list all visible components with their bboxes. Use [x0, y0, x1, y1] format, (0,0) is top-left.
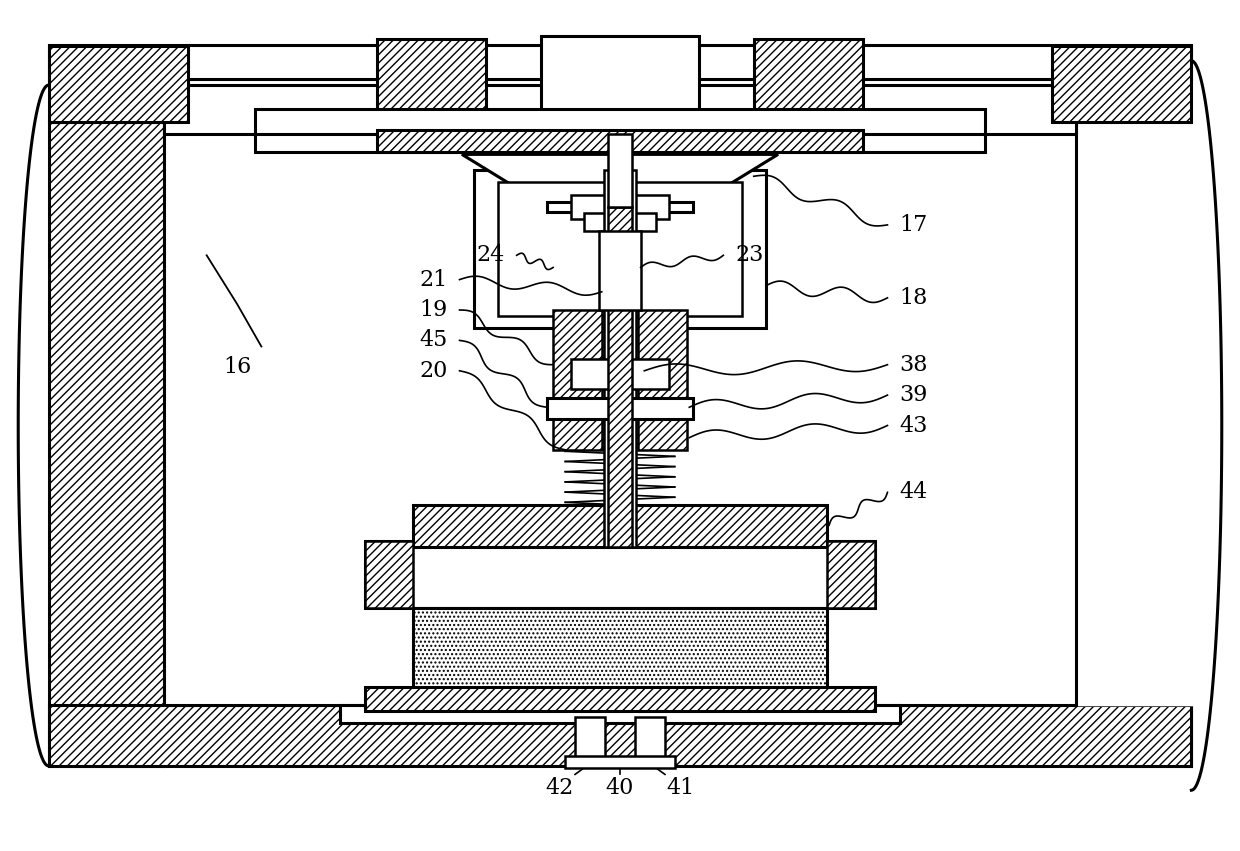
Text: 17: 17	[899, 214, 928, 236]
Text: 43: 43	[899, 414, 928, 437]
Bar	[1076, 122, 1192, 766]
Bar	[608, 207, 632, 547]
Text: 18: 18	[899, 287, 928, 309]
Text: 20: 20	[419, 360, 448, 382]
Bar	[547, 397, 693, 420]
Bar	[413, 505, 827, 547]
Bar	[572, 195, 668, 219]
Bar	[255, 134, 985, 152]
Polygon shape	[463, 154, 777, 207]
Bar	[584, 213, 656, 231]
Bar	[575, 717, 605, 766]
Text: 45: 45	[419, 329, 448, 351]
Bar	[565, 757, 675, 768]
Bar	[754, 39, 863, 124]
Text: 38: 38	[899, 354, 928, 375]
Bar	[498, 182, 742, 316]
Bar	[572, 358, 668, 389]
Bar	[474, 170, 766, 328]
Bar	[608, 134, 632, 207]
Bar	[341, 705, 899, 723]
Bar	[413, 608, 827, 693]
Text: 23: 23	[735, 244, 764, 266]
Bar	[377, 130, 863, 152]
Bar	[365, 687, 875, 711]
Bar	[553, 310, 601, 450]
Bar	[599, 231, 641, 310]
Bar	[48, 45, 1192, 79]
Bar	[635, 717, 665, 766]
Text: 16: 16	[223, 357, 252, 378]
Bar	[48, 122, 164, 766]
Bar	[1052, 46, 1192, 122]
Bar	[604, 170, 636, 547]
Bar	[164, 122, 1076, 705]
Text: 42: 42	[546, 777, 573, 799]
Bar	[541, 37, 699, 134]
Bar	[365, 541, 875, 608]
Bar	[827, 541, 875, 608]
Text: 44: 44	[899, 482, 928, 503]
Bar	[365, 541, 413, 608]
Bar	[164, 85, 1076, 134]
Text: 19: 19	[419, 299, 448, 321]
Text: 24: 24	[476, 244, 505, 266]
Bar	[48, 705, 1192, 766]
Text: 39: 39	[899, 384, 928, 406]
Text: 21: 21	[419, 269, 448, 290]
Bar	[547, 202, 693, 212]
Bar	[48, 46, 188, 122]
Bar	[255, 110, 985, 136]
Bar	[639, 310, 687, 450]
Text: 40: 40	[606, 777, 634, 799]
Bar	[377, 39, 486, 124]
Text: 41: 41	[667, 777, 694, 799]
